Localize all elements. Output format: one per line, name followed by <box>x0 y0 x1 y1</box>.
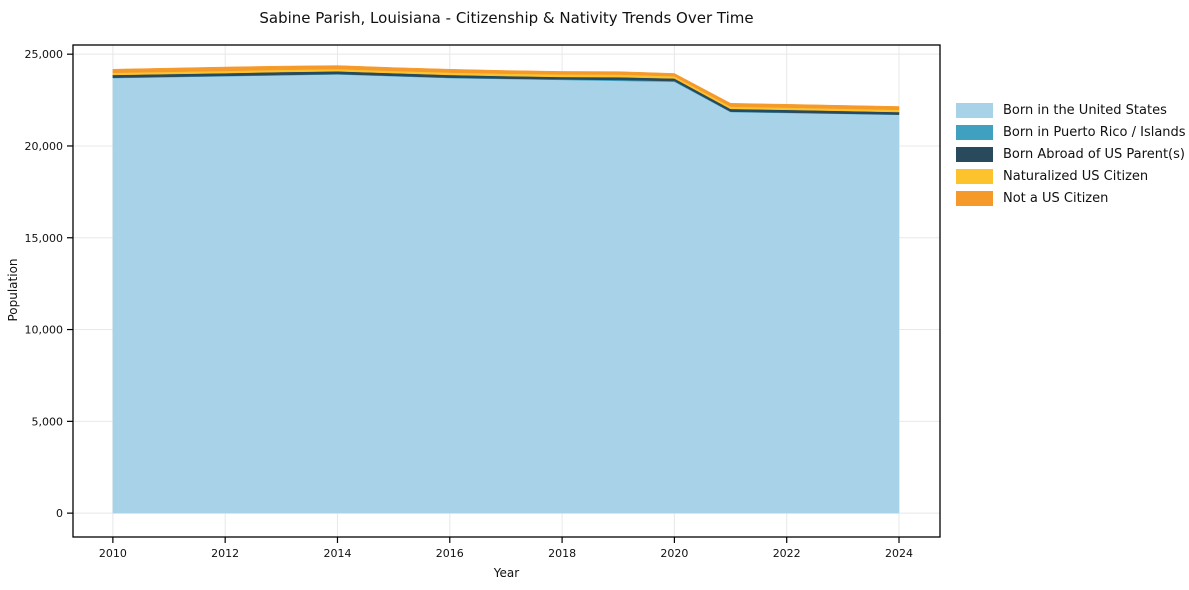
xtick-label: 2022 <box>773 547 801 560</box>
legend-swatch <box>956 103 993 118</box>
legend-item-label: Not a US Citizen <box>1003 191 1109 206</box>
legend-item-label: Born Abroad of US Parent(s) <box>1003 147 1185 162</box>
y-axis-label: Population <box>6 258 20 322</box>
ytick-label: 20,000 <box>25 140 64 153</box>
legend-item: Born in Puerto Rico / Islands <box>956 125 1186 140</box>
chart-title: Sabine Parish, Louisiana - Citizenship &… <box>259 9 754 27</box>
ytick-label: 25,000 <box>25 48 64 61</box>
xtick-label: 2024 <box>885 547 913 560</box>
x-axis-label: Year <box>493 566 520 580</box>
legend-swatch <box>956 191 993 206</box>
area-series <box>112 74 900 514</box>
legend-swatch <box>956 125 993 140</box>
legend-item-label: Born in Puerto Rico / Islands <box>1003 125 1186 140</box>
xtick-label: 2016 <box>436 547 464 560</box>
ytick-label: 10,000 <box>25 324 64 337</box>
area-series <box>112 65 900 111</box>
legend-item: Not a US Citizen <box>956 191 1186 206</box>
legend-item-label: Naturalized US Citizen <box>1003 169 1149 184</box>
xtick-label: 2018 <box>548 547 576 560</box>
legend: Born in the United States Born in Puerto … <box>956 103 1186 206</box>
xtick-label: 2020 <box>660 547 688 560</box>
xtick-label: 2014 <box>323 547 351 560</box>
legend-item: Born Abroad of US Parent(s) <box>956 147 1186 162</box>
xtick-label: 2010 <box>99 547 127 560</box>
legend-item: Naturalized US Citizen <box>956 169 1186 184</box>
plot-border <box>72 44 941 538</box>
legend-item: Born in the United States <box>956 103 1186 118</box>
xtick-label: 2012 <box>211 547 239 560</box>
ytick-label: 0 <box>56 507 63 520</box>
ytick-label: 15,000 <box>25 232 64 245</box>
legend-swatch <box>956 147 993 162</box>
legend-item-label: Born in the United States <box>1003 103 1167 118</box>
legend-swatch <box>956 169 993 184</box>
ytick-label: 5,000 <box>32 415 64 428</box>
